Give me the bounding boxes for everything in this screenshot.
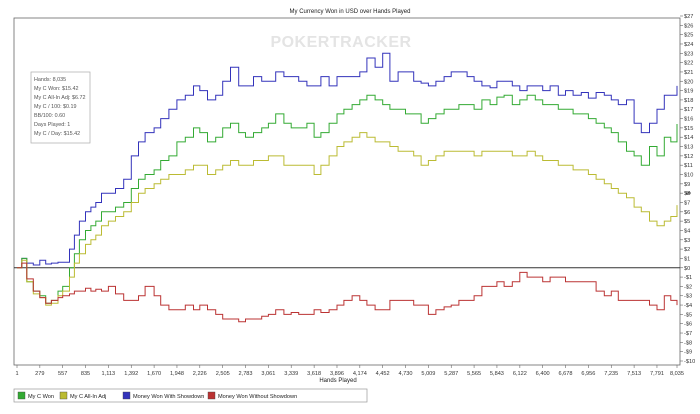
- legend-label: Money Won With Showdown: [133, 394, 204, 400]
- stats-line: Days Played: 1: [34, 122, 70, 128]
- y-tick-label: -$9: [684, 350, 692, 356]
- stats-line: Hands: 8,035: [34, 77, 66, 83]
- legend-swatch: [208, 392, 215, 399]
- y-tick-label: $4: [684, 228, 690, 234]
- y-tick-label: $24: [684, 42, 693, 48]
- y-tick-label: $11: [684, 163, 693, 169]
- x-tick-label: 6,678: [559, 371, 573, 377]
- y-tick-label: -$1: [684, 275, 692, 281]
- y-tick-label: -$8: [684, 340, 692, 346]
- y-tick-label: -$10: [684, 359, 695, 365]
- x-tick-label: 5,843: [490, 371, 504, 377]
- stats-line: My C Won: $15.42: [34, 86, 79, 92]
- x-tick-label: 6,400: [536, 371, 550, 377]
- stats-box: Hands: 8,035 My C Won: $15.42 My C All-In …: [31, 72, 90, 143]
- y-tick-label: $25: [684, 33, 693, 39]
- x-tick-label: 1: [15, 371, 18, 377]
- y-tick-label: $26: [684, 23, 693, 29]
- legend-items: My C Won My C All-In Adj Money Won With Sh…: [18, 392, 297, 400]
- y-tick-label: -$6: [684, 322, 692, 328]
- x-tick-label: 3,339: [284, 371, 298, 377]
- x-tick-label: 8,035: [670, 371, 684, 377]
- x-tick-label: 557: [58, 371, 67, 377]
- chart-title: My Currency Won in USD over Hands Played: [290, 9, 411, 15]
- legend-label: My C Won: [28, 394, 54, 400]
- x-tick-label: 6,956: [581, 371, 595, 377]
- x-tick-label: 3,896: [330, 371, 344, 377]
- x-tick-label: 5,287: [444, 371, 458, 377]
- legend-label: My C All-In Adj: [70, 394, 106, 400]
- stats-line: My C / 100: $0.19: [34, 104, 77, 110]
- y-tick-label: $5: [684, 219, 690, 225]
- y-tick-label: $16: [684, 117, 693, 123]
- x-tick-label: 1,392: [124, 371, 138, 377]
- x-tick-label: 3,061: [261, 371, 275, 377]
- y-tick-label: -$5: [684, 312, 692, 318]
- y-tick-label: $18: [684, 98, 693, 104]
- y-tick-label: $13: [684, 145, 693, 151]
- x-tick-label: 4,730: [398, 371, 412, 377]
- legend-swatch: [18, 392, 25, 399]
- y-tick-label: -$3: [684, 294, 692, 300]
- y-tick-label: $15: [684, 126, 693, 132]
- x-axis-label: Hands Played: [319, 378, 356, 384]
- x-tick-label: 2,783: [239, 371, 253, 377]
- y-tick-label: $2: [684, 247, 690, 253]
- y-tick-label: $3: [684, 238, 690, 244]
- y-tick-label: $9: [684, 182, 690, 188]
- x-tick-label: 279: [35, 371, 44, 377]
- legend-swatch: [123, 392, 130, 399]
- y-tick-label: $1: [684, 256, 690, 262]
- x-tick-label: 3,618: [307, 371, 321, 377]
- x-tick-label: 4,452: [376, 371, 390, 377]
- x-tick-label: 7,513: [627, 371, 641, 377]
- x-tick-label: 2,505: [216, 371, 230, 377]
- y-tick-label: $19: [684, 89, 693, 95]
- x-tick-label: 5,009: [421, 371, 435, 377]
- y-tick-label: -$4: [684, 303, 692, 309]
- x-tick-label: 7,235: [604, 371, 618, 377]
- x-tick-label: 1,948: [170, 371, 184, 377]
- y-tick-label: $14: [684, 135, 693, 141]
- y-tick-label: $0: [684, 266, 690, 272]
- x-tick-label: 4,174: [353, 371, 367, 377]
- y-tick-label: $12: [684, 154, 693, 160]
- watermark: POKERTRACKER: [270, 34, 411, 51]
- stats-line: My C All-In Adj: $6.72: [34, 95, 86, 101]
- x-tick-label: 6,122: [513, 371, 527, 377]
- y-tick-label: $17: [684, 107, 693, 113]
- x-tick-label: 5,565: [467, 371, 481, 377]
- x-tick-label: 1,670: [147, 371, 161, 377]
- y-tick-label: -$2: [684, 284, 692, 290]
- legend-swatch: [60, 392, 67, 399]
- stats-line: BB/100: 0.60: [34, 113, 65, 119]
- x-tick-label: 835: [81, 371, 90, 377]
- y-tick-label: $10: [684, 173, 693, 179]
- y-tick-label: -$7: [684, 331, 692, 337]
- y-tick-label: $6: [684, 210, 690, 216]
- stats-line: My C / Day: $15.42: [34, 131, 80, 137]
- x-tick-label: 2,226: [193, 371, 207, 377]
- y-tick-label: $20: [684, 79, 693, 85]
- y-tick-label: $27: [684, 14, 693, 20]
- y-tick-label: $22: [684, 61, 693, 67]
- x-tick-label: 1,113: [102, 371, 116, 377]
- x-tick-label: 7,791: [650, 371, 664, 377]
- y-tick-label: $23: [684, 51, 693, 57]
- y-tick-label: $21: [684, 70, 693, 76]
- legend-label: Money Won Without Showdown: [218, 394, 297, 400]
- y-tick-label: $7: [684, 200, 690, 206]
